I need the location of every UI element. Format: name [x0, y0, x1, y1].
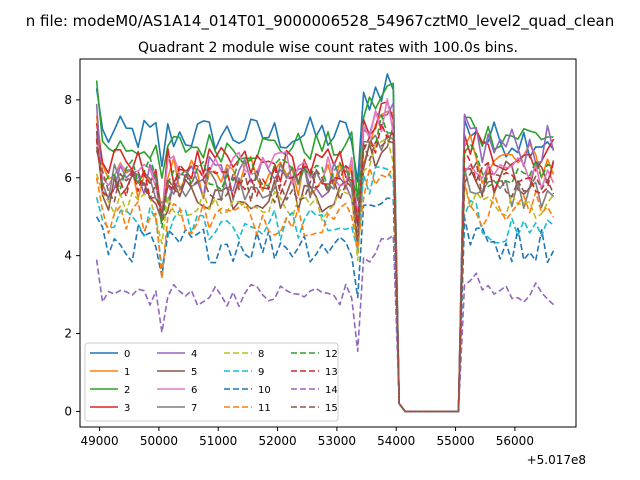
- legend-label-15: 15: [325, 403, 338, 414]
- legend-label-4: 4: [191, 349, 197, 360]
- series-line-11: [95, 165, 555, 413]
- series-line-5: [95, 125, 555, 413]
- series-line-12: [95, 114, 554, 413]
- x-offset-label: +5.017e8: [527, 453, 586, 467]
- legend-label-2: 2: [124, 385, 130, 396]
- axes-frame: [79, 58, 577, 428]
- legend-label-3: 3: [124, 403, 130, 414]
- figure-suptitle: n file: modeM0/AS1A14_014T01_9000006528_…: [26, 12, 615, 31]
- legend-label-5: 5: [191, 367, 197, 378]
- series-line-4: [95, 102, 555, 413]
- y-tick-label: 0: [64, 404, 72, 418]
- legend-label-11: 11: [258, 403, 271, 414]
- x-tick-label: 50000: [140, 434, 178, 448]
- y-axis: 0 2 4 6 8: [64, 93, 80, 418]
- legend-label-14: 14: [325, 385, 338, 396]
- y-tick-label: 4: [64, 249, 72, 263]
- series-line-13: [95, 122, 555, 413]
- chart-title: Quadrant 2 module wise count rates with …: [138, 40, 518, 56]
- y-tick-label: 2: [64, 327, 72, 341]
- legend-label-13: 13: [325, 367, 338, 378]
- series-line-8: [95, 137, 555, 413]
- legend-label-7: 7: [191, 403, 197, 414]
- x-tick-label: 51000: [199, 434, 237, 448]
- legend-label-1: 1: [124, 367, 130, 378]
- x-tick-label: 53000: [318, 434, 356, 448]
- y-tick-label: 6: [64, 171, 72, 185]
- legend-label-6: 6: [191, 385, 197, 396]
- x-tick-label: 49000: [80, 434, 118, 448]
- x-tick-label: 55000: [436, 434, 474, 448]
- x-tick-label: 52000: [258, 434, 296, 448]
- series-line-10: [95, 197, 555, 413]
- series-layer: [95, 73, 555, 413]
- x-axis: 49000 50000 51000 52000 53000 54000 55000 56000: [80, 427, 534, 448]
- series-line-6: [95, 98, 555, 413]
- x-tick-label: 54000: [377, 434, 415, 448]
- legend-label-8: 8: [258, 349, 264, 360]
- legend-label-12: 12: [325, 349, 338, 360]
- legend-label-0: 0: [124, 349, 130, 360]
- series-line-14: [95, 234, 555, 413]
- series-line-15: [95, 140, 555, 413]
- legend-box: [84, 342, 339, 422]
- legend-label-9: 9: [258, 367, 264, 378]
- y-tick-label: 8: [64, 93, 72, 107]
- legend-label-10: 10: [258, 385, 271, 396]
- x-tick-label: 56000: [496, 434, 534, 448]
